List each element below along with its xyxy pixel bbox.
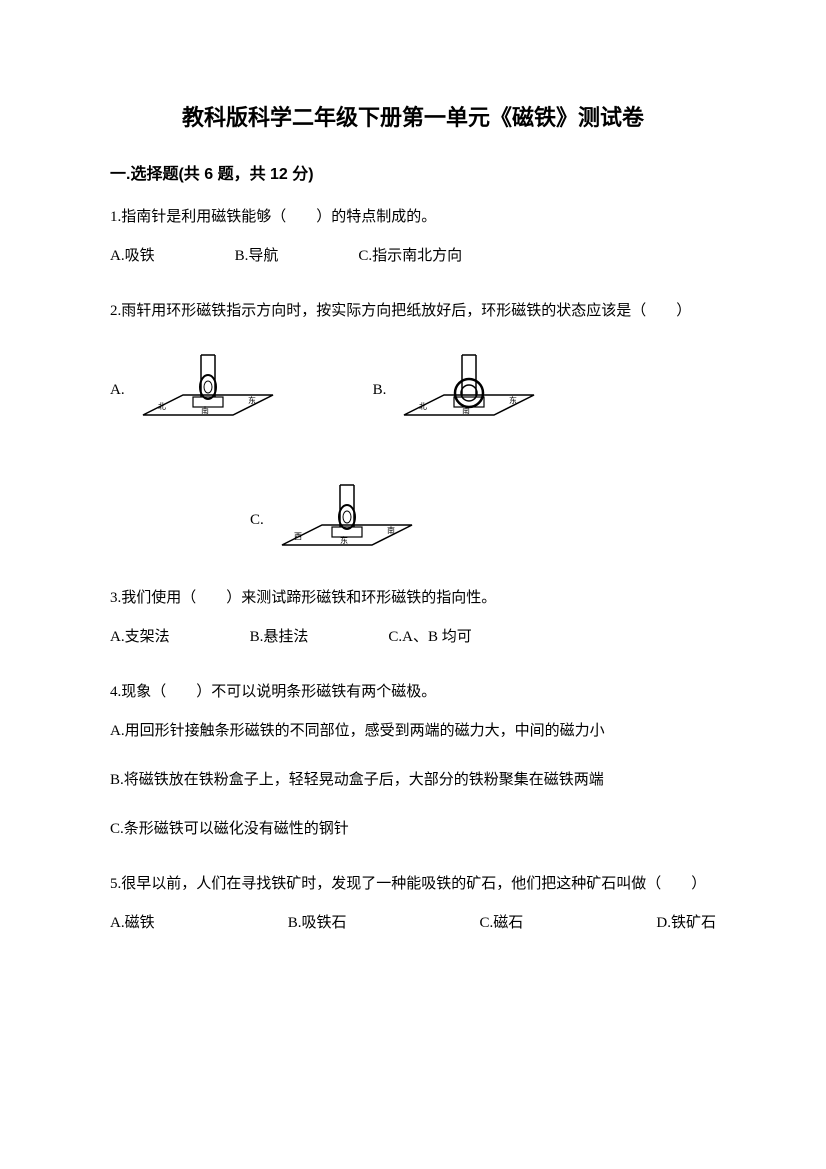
question-2: 2.雨轩用环形磁铁指示方向时，按实际方向把纸放好后，环形磁铁的状态应该是（ ） … xyxy=(110,298,716,565)
question-1-text: 1.指南针是利用磁铁能够（ ）的特点制成的。 xyxy=(110,204,716,231)
question-5-options: A.磁铁 B.吸铁石 C.磁石 D.铁矿石 xyxy=(110,910,716,937)
compass-diagram-c: 西 东 南 xyxy=(272,475,422,565)
compass-diagram-b: 北 南 东 xyxy=(394,345,544,435)
q1-option-a: A.吸铁 xyxy=(110,243,155,270)
q4-option-c: C.条形磁铁可以磁化没有磁性的钢针 xyxy=(110,816,716,843)
question-2-text: 2.雨轩用环形磁铁指示方向时，按实际方向把纸放好后，环形磁铁的状态应该是（ ） xyxy=(110,298,716,325)
svg-text:南: 南 xyxy=(387,525,395,535)
question-1: 1.指南针是利用磁铁能够（ ）的特点制成的。 A.吸铁 B.导航 C.指示南北方… xyxy=(110,204,716,270)
section-header: 一.选择题(共 6 题，共 12 分) xyxy=(110,160,716,184)
q5-option-c: C.磁石 xyxy=(480,910,524,937)
svg-text:东: 东 xyxy=(340,535,348,545)
question-5: 5.很早以前，人们在寻找铁矿时，发现了一种能吸铁的矿石，他们把这种矿石叫做（ ）… xyxy=(110,871,716,937)
q2-option-a: A. 北 南 东 xyxy=(110,345,283,435)
svg-text:南: 南 xyxy=(201,405,209,415)
question-2-options: A. 北 南 东 B. xyxy=(110,345,716,565)
q2-option-b-label: B. xyxy=(373,377,387,404)
q3-option-c: C.A、B 均可 xyxy=(388,624,471,651)
q2-option-b: B. 北 南 东 xyxy=(373,345,545,435)
q5-option-b: B.吸铁石 xyxy=(288,910,347,937)
question-3-text: 3.我们使用（ ）来测试蹄形磁铁和环形磁铁的指向性。 xyxy=(110,585,716,612)
q4-option-a: A.用回形针接触条形磁铁的不同部位，感受到两端的磁力大，中间的磁力小 xyxy=(110,718,716,745)
q1-option-c: C.指示南北方向 xyxy=(358,243,462,270)
svg-text:北: 北 xyxy=(419,402,427,411)
q5-option-d: D.铁矿石 xyxy=(656,910,716,937)
q2-option-c: C. 西 东 南 xyxy=(250,475,422,565)
svg-text:东: 东 xyxy=(248,395,256,405)
q2-option-a-label: A. xyxy=(110,377,125,404)
q3-option-a: A.支架法 xyxy=(110,624,170,651)
question-3-options: A.支架法 B.悬挂法 C.A、B 均可 xyxy=(110,624,716,651)
q1-option-b: B.导航 xyxy=(235,243,279,270)
question-1-options: A.吸铁 B.导航 C.指示南北方向 xyxy=(110,243,716,270)
svg-text:西: 西 xyxy=(294,532,302,541)
svg-text:东: 东 xyxy=(509,395,517,405)
question-3: 3.我们使用（ ）来测试蹄形磁铁和环形磁铁的指向性。 A.支架法 B.悬挂法 C… xyxy=(110,585,716,651)
svg-text:北: 北 xyxy=(158,402,166,411)
question-4-text: 4.现象（ ）不可以说明条形磁铁有两个磁极。 xyxy=(110,679,716,706)
page-title: 教科版科学二年级下册第一单元《磁铁》测试卷 xyxy=(110,100,716,132)
compass-diagram-a: 北 南 东 xyxy=(133,345,283,435)
q5-option-a: A.磁铁 xyxy=(110,910,155,937)
q2-option-c-label: C. xyxy=(250,507,264,534)
q4-option-b: B.将磁铁放在铁粉盒子上，轻轻晃动盒子后，大部分的铁粉聚集在磁铁两端 xyxy=(110,767,716,794)
svg-text:南: 南 xyxy=(462,405,470,415)
question-4: 4.现象（ ）不可以说明条形磁铁有两个磁极。 A.用回形针接触条形磁铁的不同部位… xyxy=(110,679,716,843)
q3-option-b: B.悬挂法 xyxy=(250,624,309,651)
question-5-text: 5.很早以前，人们在寻找铁矿时，发现了一种能吸铁的矿石，他们把这种矿石叫做（ ） xyxy=(110,871,716,898)
